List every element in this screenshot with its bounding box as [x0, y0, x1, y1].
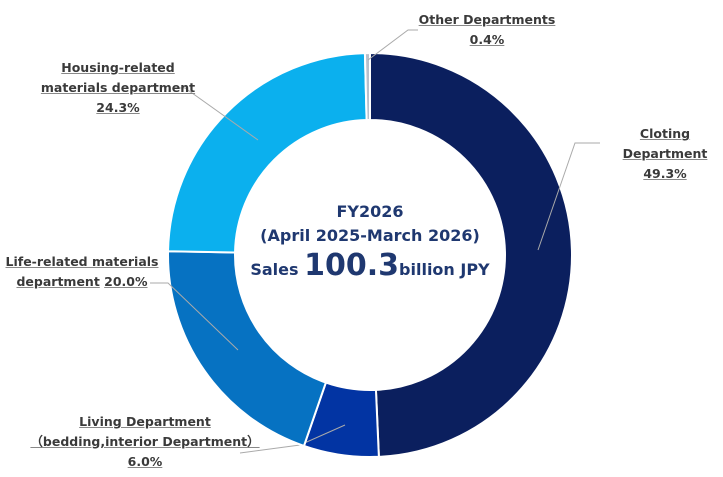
- center-text: FY2026 (April 2025-March 2026) Sales 100…: [250, 200, 489, 282]
- leader-line: [150, 282, 239, 351]
- center-line: (April 2025-March 2026): [260, 226, 480, 245]
- slice: [369, 51, 574, 458]
- slice-label: Housing-related materials department 24.3…: [41, 58, 195, 118]
- slice: [363, 51, 371, 122]
- category-name: Life-related materials department: [5, 254, 159, 289]
- category-name: Housing-related materials department: [40, 60, 196, 95]
- leader-line: [175, 87, 259, 141]
- value-label: 49.3%: [643, 166, 687, 181]
- value-label: 6.0%: [127, 454, 163, 469]
- category-name: Living Department （bedding,interior Depa…: [30, 414, 260, 449]
- slice-label: Other Departments 0.4%: [419, 10, 556, 50]
- slice-label: Living Department （bedding,interior Depa…: [30, 412, 259, 472]
- category-name: Other Departments: [418, 12, 556, 27]
- sales-amount: 100.3: [304, 248, 400, 283]
- slice: [167, 52, 368, 254]
- sales-prefix: Sales: [250, 260, 299, 279]
- leader-line: [537, 142, 600, 251]
- value-label: 0.4%: [469, 32, 505, 47]
- sales-unit: billion JPY: [399, 260, 490, 279]
- sales-line: Sales 100.3billion JPY: [250, 251, 490, 282]
- value-label: 20.0%: [104, 274, 148, 289]
- center-line: FY2026: [336, 202, 404, 221]
- value-label: 24.3%: [96, 100, 140, 115]
- slice-label: Cloting Department 49.3%: [623, 124, 708, 184]
- leader-line: [367, 29, 418, 61]
- category-name: Cloting Department: [622, 126, 708, 161]
- slice-label: Life-related materials department 20.0%: [6, 252, 159, 292]
